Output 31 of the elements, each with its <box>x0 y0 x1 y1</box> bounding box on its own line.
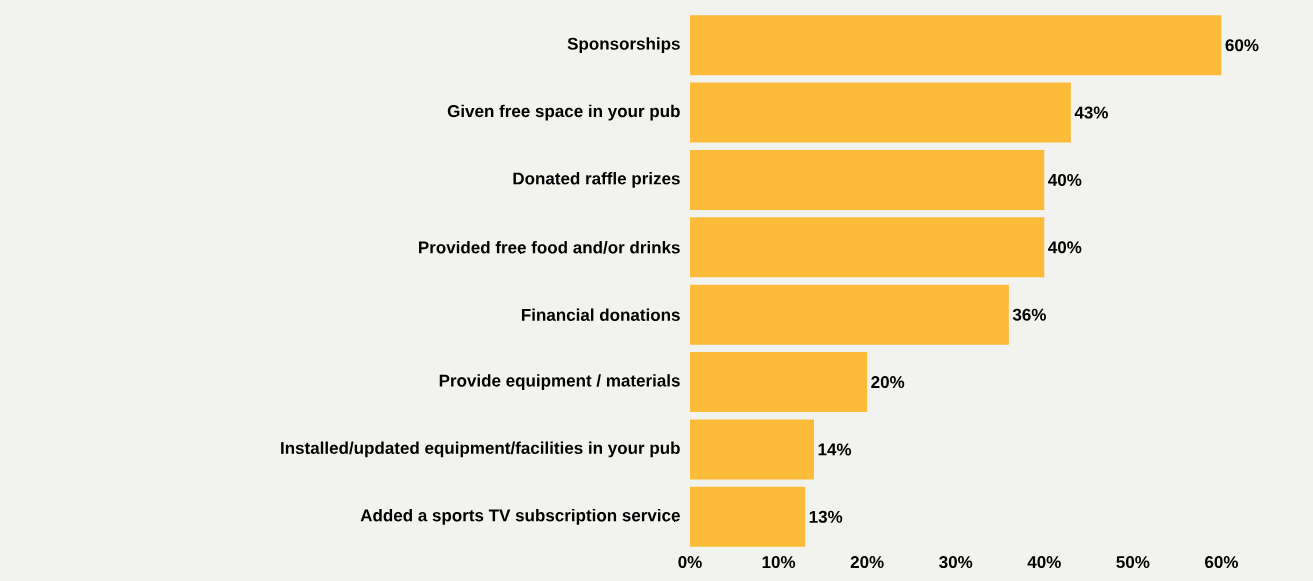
x-tick-label: 0% <box>678 556 702 569</box>
x-tick-label: 60% <box>1205 556 1238 569</box>
x-tick-label: 20% <box>850 556 884 569</box>
bar <box>690 486 806 547</box>
data-label: 14% <box>818 443 852 456</box>
bar <box>690 352 868 413</box>
y-tick-label: Added a sports TV subscription service <box>360 508 680 525</box>
data-label: 40% <box>1048 173 1082 186</box>
x-tick-label: 30% <box>939 556 973 569</box>
bar <box>690 284 1009 345</box>
y-tick-label: Financial donations <box>521 308 680 321</box>
y-tick-label: Provide equipment / materials <box>439 374 680 390</box>
x-tick-label: 50% <box>1116 556 1150 569</box>
bar <box>690 82 1071 143</box>
data-label: 36% <box>1012 308 1046 321</box>
data-label: 40% <box>1048 241 1082 254</box>
bar <box>690 15 1222 76</box>
y-tick-label: Installed/updated equipment/facilities in your pub <box>281 441 680 458</box>
data-label: 43% <box>1074 106 1108 119</box>
x-tick-label: 10% <box>762 556 796 569</box>
y-tick-label: Sponsorships <box>567 37 680 54</box>
x-tick-label: 40% <box>1027 556 1061 569</box>
y-tick-label: Given free space in your pub <box>447 104 680 121</box>
y-tick-label: Donated raffle prizes <box>513 172 680 188</box>
bar <box>690 217 1045 278</box>
y-tick-label: Provided free food and/or drinks <box>419 241 680 254</box>
data-label: 60% <box>1225 39 1259 52</box>
bar <box>690 419 815 480</box>
data-label: 20% <box>871 376 905 389</box>
data-label: 13% <box>809 510 843 523</box>
bar <box>690 149 1045 210</box>
